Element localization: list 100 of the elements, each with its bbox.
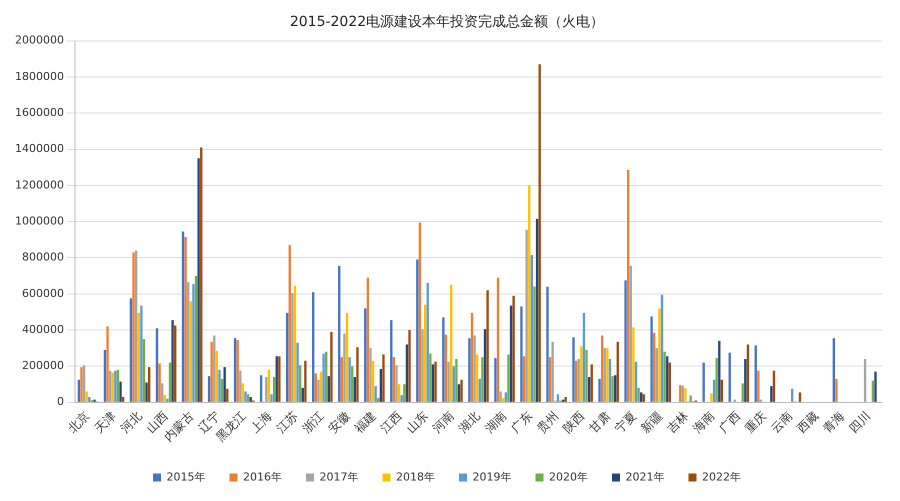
bar — [112, 372, 114, 402]
bar — [486, 290, 489, 402]
bar — [236, 340, 239, 402]
bar — [338, 266, 340, 402]
bar — [578, 358, 580, 402]
bar — [276, 356, 278, 402]
bar — [377, 398, 380, 402]
bar — [272, 377, 276, 402]
bar — [452, 366, 455, 402]
x-tick-label: 江西 — [378, 408, 405, 436]
x-tick-label: 上海 — [248, 408, 275, 436]
x-tick-label: 贵州 — [534, 408, 561, 436]
bar — [328, 376, 330, 402]
y-tick-label: 1000000 — [14, 214, 64, 228]
bar — [122, 396, 124, 402]
bar — [200, 147, 202, 402]
x-tick-label: 甘肃 — [586, 408, 613, 436]
bar — [392, 357, 396, 402]
bar — [134, 250, 138, 402]
bar — [679, 385, 682, 402]
bar — [213, 335, 216, 402]
bar — [242, 383, 244, 402]
legend-label: 2018年 — [396, 470, 436, 484]
bar — [718, 340, 720, 402]
x-tick-label: 广西 — [716, 408, 744, 436]
bar — [754, 345, 757, 402]
bar — [299, 365, 302, 402]
bar — [374, 386, 377, 402]
bar — [88, 396, 90, 402]
y-tick-label: 600000 — [22, 286, 64, 300]
bar — [494, 358, 497, 402]
x-tick-label: 广东 — [508, 408, 535, 436]
bar — [473, 335, 476, 402]
bar — [630, 266, 632, 402]
bar — [442, 317, 445, 402]
bar — [604, 348, 606, 402]
y-tick-label: 800000 — [22, 250, 64, 264]
bar — [354, 377, 356, 402]
bar — [574, 360, 578, 402]
bar — [614, 375, 616, 402]
bar — [78, 380, 80, 402]
bar — [114, 370, 117, 402]
bar — [556, 394, 560, 402]
x-tick-label: 陕西 — [560, 408, 587, 436]
bar — [548, 357, 552, 402]
bar — [291, 292, 294, 402]
bar — [455, 358, 458, 402]
bar — [390, 320, 392, 402]
bar — [380, 368, 382, 402]
bar — [187, 282, 190, 402]
bar — [234, 338, 236, 402]
x-tick-label: 安徽 — [326, 408, 353, 436]
bar — [148, 367, 150, 402]
bar — [682, 386, 684, 402]
bar — [161, 383, 164, 402]
y-tick-label: 1600000 — [14, 106, 64, 119]
bar — [600, 335, 604, 402]
bar — [314, 373, 317, 402]
x-tick-label: 湖北 — [456, 408, 483, 436]
bar — [864, 358, 866, 402]
bar — [712, 380, 716, 402]
bar — [668, 362, 672, 402]
bar — [278, 356, 281, 402]
bar — [210, 342, 213, 402]
bar — [322, 354, 325, 402]
bar — [246, 394, 250, 402]
bar — [330, 332, 333, 402]
x-tick-label: 天津 — [92, 408, 118, 436]
bar — [580, 346, 582, 402]
legend-label: 2019年 — [472, 470, 512, 484]
bar — [364, 308, 366, 402]
x-tick-label: 浙江 — [300, 408, 327, 436]
bar — [663, 352, 666, 402]
x-tick-label: 福建 — [352, 408, 379, 436]
bar — [108, 370, 112, 402]
bar — [158, 363, 161, 402]
bar — [666, 356, 668, 402]
bar — [590, 364, 593, 402]
bar — [564, 396, 567, 402]
x-tick-label: 河南 — [430, 408, 457, 436]
bar — [302, 388, 304, 402]
bar — [525, 230, 528, 402]
bar — [304, 360, 307, 402]
bar — [265, 377, 268, 402]
bar — [742, 383, 744, 402]
bar — [481, 357, 484, 402]
y-tick-label: 2000000 — [14, 34, 64, 47]
bar — [239, 370, 242, 402]
legend-label: 2015年 — [166, 470, 206, 484]
bar — [770, 386, 773, 402]
bar — [757, 370, 760, 402]
y-tick-label: 400000 — [22, 322, 64, 336]
bar — [216, 350, 218, 402]
bar — [552, 342, 554, 402]
bar — [138, 312, 140, 402]
bar — [530, 255, 534, 402]
bar — [478, 378, 481, 402]
x-tick-label: 宁夏 — [612, 408, 640, 436]
bar — [312, 292, 314, 402]
bar — [317, 380, 320, 402]
